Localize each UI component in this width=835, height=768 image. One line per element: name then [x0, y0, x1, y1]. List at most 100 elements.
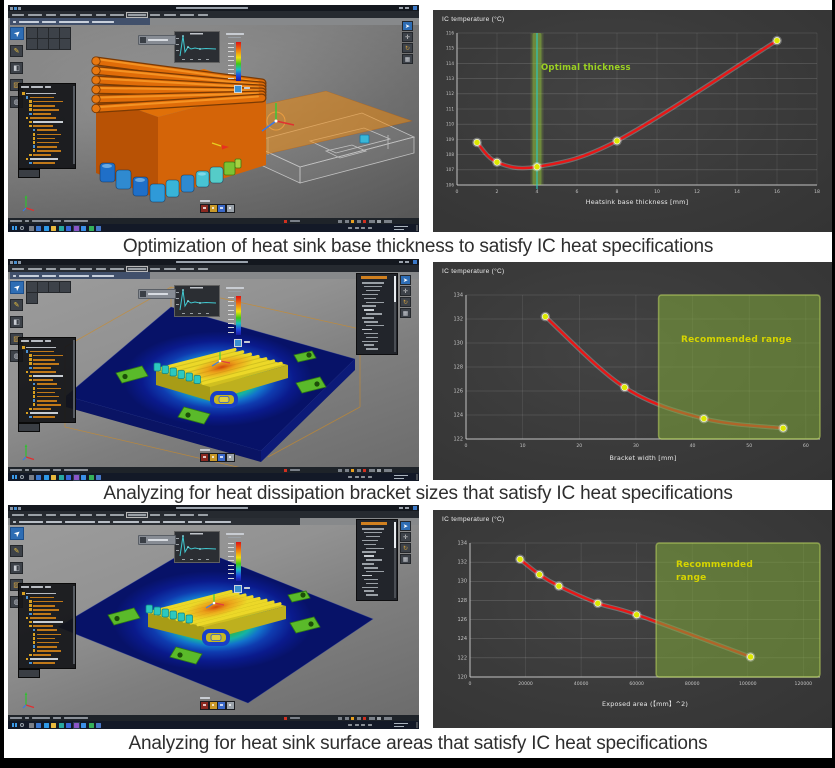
tree-item[interactable] — [29, 96, 54, 99]
study-list-item[interactable] — [362, 340, 378, 343]
taskbar-app-icon[interactable] — [81, 225, 86, 231]
tree-item[interactable] — [33, 154, 51, 156]
tree-item[interactable] — [36, 137, 55, 140]
tree-item[interactable] — [33, 358, 55, 361]
tray-icon[interactable] — [361, 723, 365, 726]
tray-icon[interactable] — [348, 723, 352, 726]
sketch-tool-button[interactable]: ✎ — [10, 45, 23, 57]
taskbar-app-icon[interactable] — [51, 474, 56, 480]
minimize-icon[interactable] — [399, 7, 403, 9]
taskbar-app-icon[interactable] — [88, 474, 94, 480]
tray-icon[interactable] — [361, 475, 365, 478]
tree-item[interactable] — [33, 608, 59, 611]
tree-item[interactable] — [36, 387, 61, 390]
study-list-item[interactable] — [366, 570, 384, 573]
tray-icon[interactable] — [354, 475, 359, 478]
view-pan-tool-button[interactable]: ✛ — [402, 32, 413, 42]
study-list-item[interactable] — [364, 555, 374, 557]
study-list-item[interactable] — [362, 305, 376, 307]
view-select-tool-button[interactable]: ➤ — [400, 275, 411, 285]
menu-item[interactable] — [60, 13, 76, 16]
menu-item[interactable] — [198, 13, 208, 16]
menu-item[interactable] — [150, 13, 160, 16]
menu-item[interactable] — [46, 513, 56, 516]
search-icon[interactable] — [20, 475, 24, 479]
study-list-item[interactable] — [364, 332, 378, 335]
menu-item[interactable] — [110, 513, 124, 516]
toolbar-option-button[interactable] — [59, 281, 71, 293]
menu-item[interactable] — [12, 513, 24, 516]
study-list-item[interactable] — [364, 578, 378, 581]
tree-item[interactable] — [36, 633, 61, 636]
tree-item[interactable] — [33, 600, 63, 603]
select-tool-button[interactable]: ➤ — [10, 527, 24, 540]
taskbar-app-icon[interactable] — [51, 722, 56, 728]
legend-min-button[interactable] — [234, 85, 242, 93]
menu-item[interactable] — [198, 513, 208, 516]
select-tool-button[interactable]: ➤ — [10, 27, 24, 40]
taskbar-app-icon[interactable] — [66, 722, 71, 728]
toolbar-option-button[interactable] — [59, 38, 71, 50]
menu-item[interactable] — [28, 13, 42, 16]
menu-item[interactable] — [110, 13, 124, 16]
start-button[interactable] — [12, 722, 17, 728]
study-list-item[interactable] — [364, 567, 378, 569]
tree-item[interactable] — [26, 346, 56, 349]
tree-item[interactable] — [36, 395, 59, 398]
tree-item[interactable] — [29, 412, 58, 414]
tree-scrollbar[interactable] — [73, 86, 75, 164]
taskbar-app-icon[interactable] — [43, 225, 49, 231]
menu-item[interactable] — [60, 267, 76, 270]
view-box-tool-button[interactable]: ▦ — [400, 554, 411, 564]
maximize-icon[interactable] — [405, 7, 409, 9]
menu-item[interactable] — [128, 267, 146, 270]
tree-item[interactable] — [33, 125, 53, 128]
view-pan-tool-button[interactable]: ✛ — [400, 532, 411, 542]
tray-icon[interactable] — [348, 475, 352, 478]
study-list-item[interactable] — [366, 324, 384, 327]
tree-item[interactable] — [33, 379, 53, 382]
study-list-item[interactable] — [366, 582, 378, 585]
taskbar-app-icon[interactable] — [36, 225, 41, 231]
tray-icon[interactable] — [367, 475, 372, 478]
study-list-item[interactable] — [366, 594, 378, 596]
menu-item[interactable] — [198, 267, 208, 270]
tree-item[interactable] — [33, 108, 59, 111]
show-desktop-button[interactable] — [416, 722, 418, 728]
menu-item[interactable] — [80, 513, 92, 516]
study-list-item[interactable] — [364, 531, 382, 534]
tree-item[interactable] — [36, 383, 57, 386]
study-list-item[interactable] — [364, 590, 374, 592]
legend-min-button[interactable] — [234, 585, 242, 593]
taskbar-app-icon[interactable] — [96, 722, 101, 728]
study-list-item[interactable] — [362, 328, 372, 331]
study-list-item[interactable] — [366, 301, 384, 304]
taskbar-app-icon[interactable] — [28, 722, 34, 728]
study-list-item[interactable] — [364, 297, 376, 300]
study-list-item[interactable] — [362, 293, 378, 296]
taskbar-app-icon[interactable] — [73, 474, 79, 480]
study-list-item[interactable] — [362, 317, 374, 319]
show-desktop-button[interactable] — [416, 474, 418, 480]
tree-item[interactable] — [29, 350, 54, 353]
taskbar-app-icon[interactable] — [36, 722, 41, 728]
study-list-item[interactable] — [362, 551, 376, 553]
menu-item[interactable] — [164, 267, 176, 270]
menu-item[interactable] — [180, 267, 194, 270]
tree-item[interactable] — [36, 391, 55, 394]
taskbar-app-icon[interactable] — [66, 225, 71, 231]
tree-item[interactable] — [33, 121, 63, 123]
view-select-tool-button[interactable]: ➤ — [402, 21, 413, 31]
view-pan-tool-button[interactable]: ✛ — [400, 286, 411, 296]
show-desktop-button[interactable] — [416, 225, 418, 231]
tray-icon[interactable] — [348, 226, 352, 229]
tray-icon[interactable] — [367, 723, 372, 726]
tree-item[interactable] — [33, 362, 59, 365]
study-list-item[interactable] — [364, 309, 374, 311]
search-icon[interactable] — [20, 723, 24, 727]
menu-item[interactable] — [128, 513, 146, 516]
tree-item[interactable] — [36, 641, 59, 644]
tray-icon[interactable] — [354, 226, 359, 229]
study-list-item[interactable] — [366, 348, 378, 350]
menu-item[interactable] — [46, 267, 56, 270]
